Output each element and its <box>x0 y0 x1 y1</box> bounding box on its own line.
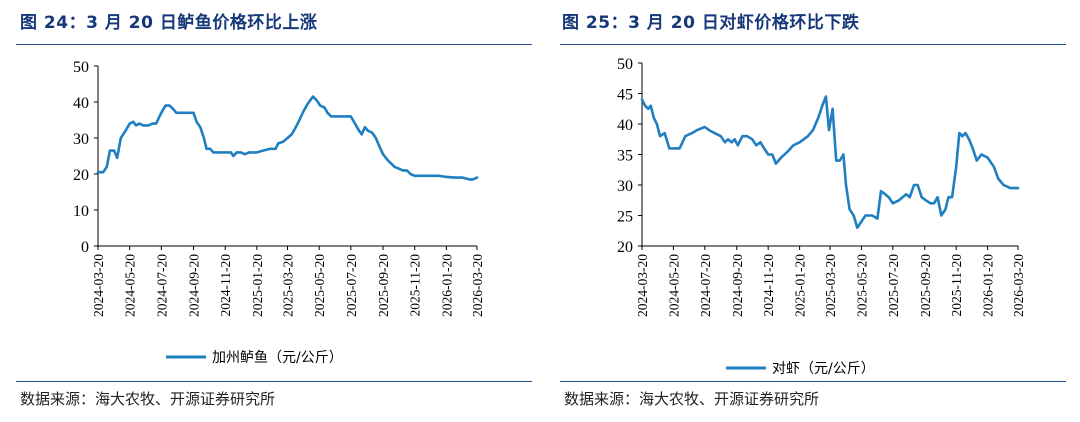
figure-25-source: 数据来源：海大农牧、开源证券研究所 <box>564 390 820 408</box>
figure-25-title: 图 25：3 月 20 日对虾价格环比下跌 <box>562 13 860 33</box>
fig25-x-tick-label: 2024-03-20 <box>635 254 650 317</box>
figure-25-source-rule <box>560 381 1066 382</box>
fig24-y-tick-label: 0 <box>81 239 89 256</box>
fig24-y-tick-label: 20 <box>73 167 89 184</box>
fig25-x-tick-label: 2024-07-20 <box>698 254 713 317</box>
fig24-y-tick-label: 40 <box>73 95 89 112</box>
fig24-y-tick-label: 30 <box>73 131 89 148</box>
fig24-y-tick-label: 10 <box>73 203 89 220</box>
fig25-x-tick-label: 2024-09-20 <box>730 254 745 317</box>
fig25-y-tick-label: 35 <box>617 148 633 165</box>
fig25-x-tick-label: 2026-03-20 <box>1011 254 1026 317</box>
fig25-x-tick-label: 2026-01-20 <box>981 254 996 317</box>
figure-24-panel: 图 24：3 月 20 日鲈鱼价格环比上涨 0 10 20 30 40 50 2024-03… <box>16 13 532 408</box>
fig25-x-tick-label: 2025-07-20 <box>886 254 901 317</box>
figure-24-title: 图 24：3 月 20 日鲈鱼价格环比上涨 <box>20 13 318 33</box>
fig24-x-tick-label: 2025-05-20 <box>312 254 327 317</box>
fig25-x-tick-label: 2025-05-20 <box>854 254 869 317</box>
fig24-x-tick-label: 2025-07-20 <box>344 254 359 317</box>
figure-25-panel: 图 25：3 月 20 日对虾价格环比下跌 20 25 30 35 40 45 50 2024… <box>560 0 1080 422</box>
fig25-x-tick-label: 2025-09-20 <box>918 254 933 317</box>
figure-24-chart: 0 10 20 30 40 50 2024-03-20 2024-05-20 2024-07-2… <box>73 59 485 366</box>
fig24-x-tick-label: 2026-03-20 <box>470 254 485 317</box>
fig24-x-tick-label: 2025-09-20 <box>376 254 391 317</box>
figure-24-source: 数据来源：海大农牧、开源证券研究所 <box>20 390 276 408</box>
fig25-x-tick-label: 2024-05-20 <box>666 254 681 317</box>
fig24-x-tick-label: 2026-01-20 <box>439 254 454 317</box>
fig24-x-tick-label: 2025-11-20 <box>408 254 423 317</box>
fig24-x-tick-label: 2024-05-20 <box>123 254 138 317</box>
figure-24-title-rule <box>16 44 532 45</box>
fig24-y-tick-label: 50 <box>73 59 89 76</box>
fig24-x-tick-label: 2024-09-20 <box>187 254 202 317</box>
fig25-y-tick-label: 20 <box>617 239 633 256</box>
fig24-x-tick-label: 2024-07-20 <box>154 254 169 317</box>
fig25-x-tick-label: 2024-11-20 <box>761 254 776 317</box>
fig24-x-tick-label: 2024-03-20 <box>91 254 106 317</box>
figure-25-title-rule <box>560 44 1066 45</box>
fig25-y-tick-label: 50 <box>617 56 633 73</box>
fig25-y-tick-label: 25 <box>617 209 633 226</box>
fig25-x-tick-label: 2025-11-20 <box>949 254 964 317</box>
figure-24-source-rule <box>16 381 532 382</box>
fig25-series-line <box>640 95 1020 229</box>
fig24-legend-label: 加州鲈鱼（元/公斤） <box>212 349 343 366</box>
fig25-y-tick-label: 45 <box>617 87 633 104</box>
fig25-legend-label: 对虾（元/公斤） <box>772 361 875 377</box>
fig25-y-tick-label: 40 <box>617 117 633 134</box>
fig25-x-tick-label: 2025-01-20 <box>793 254 808 317</box>
fig24-x-tick-label: 2025-03-20 <box>281 254 296 317</box>
fig24-series-line <box>96 95 479 181</box>
fig24-x-tick-label: 2024-11-20 <box>218 254 233 317</box>
figure-25-chart: 20 25 30 35 40 45 50 2024-03-20 2024-05-20 2024-0… <box>617 56 1026 377</box>
fig24-x-tick-label: 2025-01-20 <box>250 254 265 317</box>
fig25-x-tick-label: 2025-03-20 <box>823 254 838 317</box>
fig25-y-tick-label: 30 <box>617 178 633 195</box>
